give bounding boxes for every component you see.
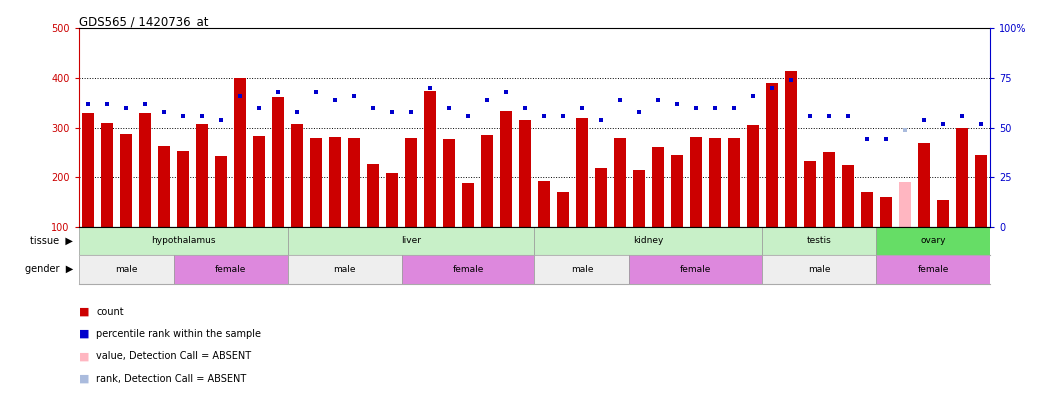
Bar: [630, 255, 762, 284]
Text: female: female: [453, 265, 484, 274]
Text: count: count: [96, 307, 124, 317]
Bar: [235, 78, 245, 227]
Bar: [539, 181, 549, 227]
Bar: [291, 124, 303, 227]
Bar: [387, 173, 397, 227]
Bar: [83, 113, 93, 227]
Text: male: male: [333, 265, 355, 274]
Text: liver: liver: [401, 237, 421, 245]
Bar: [652, 147, 663, 227]
Text: hypothalamus: hypothalamus: [151, 237, 215, 245]
Bar: [102, 123, 113, 227]
Bar: [614, 139, 626, 227]
Text: female: female: [215, 265, 246, 274]
Bar: [310, 139, 322, 227]
Bar: [121, 134, 132, 227]
Bar: [401, 255, 534, 284]
Text: value, Detection Call = ABSENT: value, Detection Call = ABSENT: [96, 352, 252, 361]
Bar: [576, 117, 588, 227]
Bar: [287, 255, 401, 284]
Bar: [367, 164, 378, 227]
Text: male: male: [808, 265, 831, 274]
Bar: [804, 161, 815, 227]
Bar: [534, 227, 762, 255]
Bar: [823, 152, 834, 227]
Bar: [861, 192, 873, 227]
Bar: [287, 227, 534, 255]
Bar: [956, 128, 967, 227]
Bar: [876, 255, 990, 284]
Bar: [633, 170, 645, 227]
Text: testis: testis: [807, 237, 832, 245]
Text: male: male: [115, 265, 137, 274]
Bar: [500, 111, 511, 227]
Bar: [975, 155, 986, 227]
Bar: [671, 155, 682, 227]
Bar: [254, 136, 265, 227]
Bar: [937, 200, 948, 227]
Bar: [918, 143, 930, 227]
Bar: [443, 139, 455, 227]
Bar: [272, 97, 284, 227]
Bar: [196, 124, 208, 227]
Text: male: male: [571, 265, 593, 274]
Bar: [843, 165, 853, 227]
Text: ■: ■: [79, 352, 89, 361]
Bar: [691, 138, 701, 227]
Bar: [728, 139, 740, 227]
Bar: [876, 227, 990, 255]
Bar: [785, 70, 796, 227]
Bar: [177, 151, 189, 227]
Bar: [424, 91, 436, 227]
Bar: [348, 139, 359, 227]
Text: ■: ■: [79, 307, 89, 317]
Bar: [880, 196, 892, 227]
Text: kidney: kidney: [633, 237, 663, 245]
Bar: [534, 255, 630, 284]
Bar: [519, 120, 530, 227]
Text: female: female: [918, 265, 949, 274]
Text: tissue  ▶: tissue ▶: [30, 236, 73, 246]
Bar: [747, 125, 759, 227]
Bar: [79, 255, 174, 284]
Bar: [329, 138, 341, 227]
Bar: [79, 227, 287, 255]
Text: female: female: [680, 265, 712, 274]
Bar: [481, 135, 493, 227]
Text: rank, Detection Call = ABSENT: rank, Detection Call = ABSENT: [96, 374, 246, 384]
Bar: [762, 227, 876, 255]
Bar: [158, 147, 170, 227]
Bar: [215, 156, 226, 227]
Bar: [899, 182, 911, 227]
Bar: [139, 113, 151, 227]
Text: percentile rank within the sample: percentile rank within the sample: [96, 329, 261, 339]
Bar: [174, 255, 287, 284]
Bar: [595, 168, 607, 227]
Text: ■: ■: [79, 374, 89, 384]
Bar: [406, 139, 417, 227]
Text: GDS565 / 1420736_at: GDS565 / 1420736_at: [79, 15, 209, 28]
Bar: [709, 139, 721, 227]
Bar: [558, 192, 569, 227]
Text: ■: ■: [79, 329, 89, 339]
Bar: [766, 83, 778, 227]
Text: gender  ▶: gender ▶: [25, 264, 73, 274]
Text: ovary: ovary: [920, 237, 946, 245]
Bar: [462, 183, 474, 227]
Bar: [762, 255, 876, 284]
